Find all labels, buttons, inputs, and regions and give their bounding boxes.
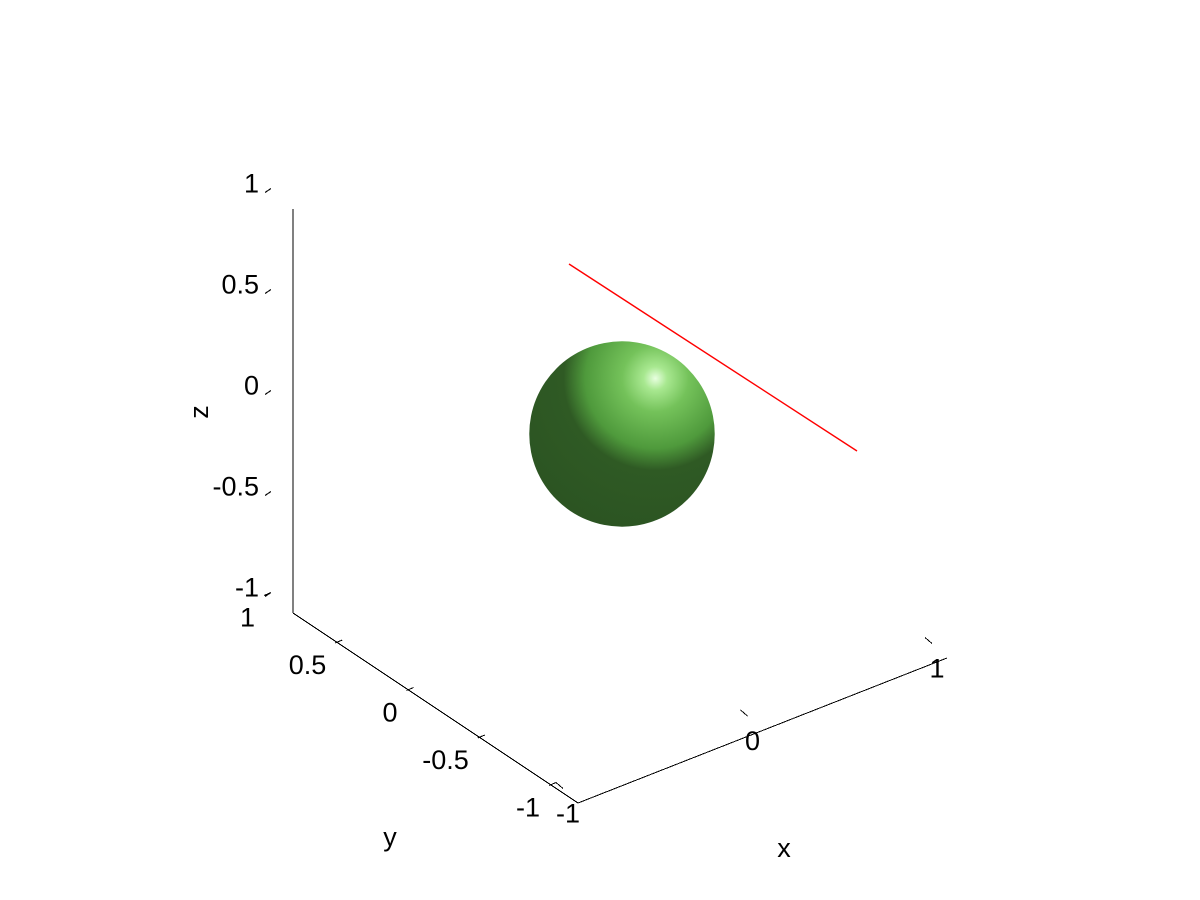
z-tick-mark bbox=[264, 491, 272, 496]
y-ticks: -1 -0.5 0 0.5 1 bbox=[240, 592, 557, 823]
x-ticks: -1 0 1 bbox=[555, 637, 945, 829]
z-tick-label: -0.5 bbox=[212, 472, 259, 502]
z-tick-mark bbox=[264, 390, 272, 395]
y-tick-label: -0.5 bbox=[422, 745, 469, 775]
x-axis-label: x bbox=[777, 833, 791, 863]
z-ticks: -1 -0.5 0 0.5 1 bbox=[212, 169, 272, 603]
z-tick-mark bbox=[264, 289, 272, 294]
y-tick-mark bbox=[406, 687, 414, 691]
x-tick-mark bbox=[924, 637, 933, 644]
x-tick-label: 1 bbox=[929, 654, 944, 684]
y-axis-label: y bbox=[383, 822, 397, 852]
y-tick-label: 0.5 bbox=[289, 650, 327, 680]
z-axis-label: z bbox=[184, 405, 214, 419]
y-tick-mark bbox=[477, 734, 485, 739]
z-tick-label: 0 bbox=[244, 371, 259, 401]
x-tick-label: 0 bbox=[745, 726, 760, 756]
y-tick-label: 1 bbox=[240, 603, 255, 633]
y-tick-mark bbox=[263, 592, 272, 596]
y-tick-label: -1 bbox=[516, 793, 540, 823]
x-tick-label: -1 bbox=[556, 799, 580, 829]
y-tick-mark bbox=[335, 639, 343, 644]
red-line bbox=[568, 263, 858, 452]
sphere-surface bbox=[529, 341, 715, 527]
y-axis-line bbox=[292, 612, 579, 804]
x-tick-mark bbox=[740, 709, 748, 717]
y-tick-mark bbox=[548, 782, 557, 786]
y-tick-label: 0 bbox=[382, 698, 397, 728]
x-axis-line bbox=[577, 657, 948, 804]
z-tick-label: 1 bbox=[244, 169, 259, 199]
z-tick-label: -1 bbox=[235, 573, 259, 603]
z-tick-mark bbox=[264, 188, 272, 193]
data-layer bbox=[529, 263, 858, 527]
z-tick-label: 0.5 bbox=[221, 270, 259, 300]
x-tick-mark bbox=[555, 782, 564, 789]
